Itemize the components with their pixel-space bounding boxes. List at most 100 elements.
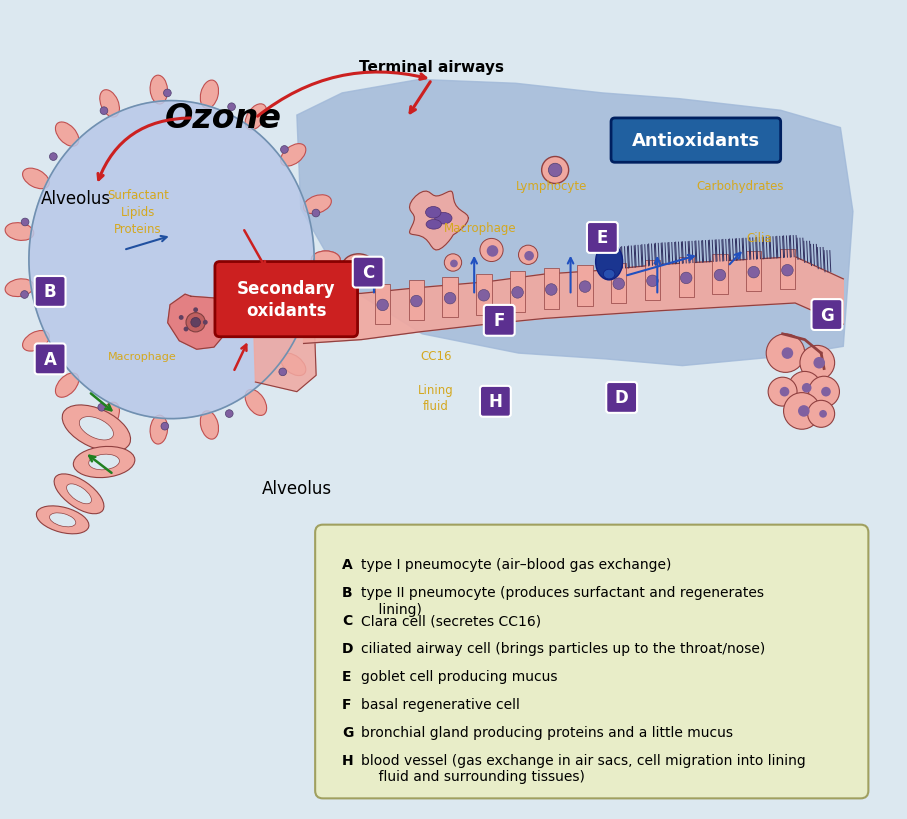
Ellipse shape [54, 474, 104, 514]
Ellipse shape [596, 244, 622, 281]
Circle shape [183, 328, 189, 332]
Bar [611, 263, 627, 304]
Circle shape [50, 153, 57, 161]
Ellipse shape [89, 455, 120, 470]
FancyBboxPatch shape [606, 382, 637, 414]
Circle shape [21, 219, 29, 227]
Bar [746, 251, 761, 292]
Text: Alveolus: Alveolus [262, 479, 332, 497]
Circle shape [680, 273, 692, 284]
Circle shape [809, 377, 840, 408]
Ellipse shape [55, 373, 79, 398]
Text: bronchial gland producing proteins and a little mucus: bronchial gland producing proteins and a… [361, 726, 734, 740]
Circle shape [580, 282, 590, 293]
Text: Ozone: Ozone [165, 102, 282, 135]
Circle shape [802, 383, 812, 393]
Circle shape [100, 107, 108, 115]
Bar [645, 260, 660, 301]
Text: A: A [342, 558, 353, 572]
Circle shape [768, 378, 797, 406]
Circle shape [780, 387, 789, 397]
Ellipse shape [23, 331, 49, 351]
Ellipse shape [311, 251, 340, 269]
Circle shape [179, 315, 183, 320]
FancyBboxPatch shape [587, 223, 618, 254]
Circle shape [798, 405, 810, 417]
Polygon shape [252, 274, 317, 392]
Circle shape [512, 287, 523, 299]
Text: CC16: CC16 [420, 350, 452, 363]
Bar [510, 272, 525, 312]
Circle shape [376, 300, 388, 311]
Text: G: G [342, 726, 354, 740]
Text: Secondary
oxidants: Secondary oxidants [237, 279, 336, 320]
Circle shape [478, 290, 490, 301]
Circle shape [343, 303, 355, 314]
Bar [341, 287, 356, 328]
Text: E: E [597, 229, 608, 247]
Polygon shape [168, 295, 231, 350]
FancyBboxPatch shape [483, 305, 514, 337]
Circle shape [98, 404, 105, 412]
Circle shape [161, 423, 169, 431]
Text: goblet cell producing mucus: goblet cell producing mucus [361, 669, 558, 683]
Circle shape [613, 278, 625, 290]
Ellipse shape [150, 76, 168, 105]
Circle shape [766, 334, 805, 373]
Ellipse shape [5, 279, 34, 297]
Text: C: C [342, 613, 353, 627]
Text: A: A [44, 351, 56, 369]
FancyBboxPatch shape [611, 119, 781, 163]
Text: ciliated airway cell (brings particles up to the throat/nose): ciliated airway cell (brings particles u… [361, 641, 766, 655]
Polygon shape [304, 257, 844, 344]
Ellipse shape [426, 220, 442, 230]
Bar [476, 274, 492, 315]
Circle shape [784, 393, 820, 430]
Circle shape [411, 296, 422, 307]
Ellipse shape [100, 91, 120, 118]
Ellipse shape [100, 403, 120, 430]
Ellipse shape [311, 251, 340, 269]
Text: E: E [342, 669, 352, 683]
Circle shape [748, 267, 759, 278]
Text: H: H [342, 753, 354, 767]
Circle shape [444, 293, 456, 305]
Text: type I pneumocyte (air–blood gas exchange): type I pneumocyte (air–blood gas exchang… [361, 558, 672, 572]
FancyBboxPatch shape [34, 344, 65, 375]
Circle shape [807, 400, 834, 428]
Text: Clara cell (secretes CC16): Clara cell (secretes CC16) [361, 613, 541, 627]
Ellipse shape [280, 354, 306, 376]
Text: G: G [820, 306, 834, 324]
Circle shape [311, 305, 319, 314]
Circle shape [782, 265, 794, 277]
Text: Lining
fluid: Lining fluid [418, 383, 454, 413]
Text: F: F [493, 312, 505, 330]
Circle shape [714, 270, 726, 282]
Circle shape [226, 410, 233, 418]
Ellipse shape [245, 390, 267, 416]
Bar [678, 257, 694, 298]
Circle shape [190, 318, 200, 328]
Text: D: D [342, 641, 354, 655]
Ellipse shape [352, 262, 365, 273]
Ellipse shape [36, 506, 89, 534]
Ellipse shape [603, 270, 615, 279]
Text: Macrophage: Macrophage [108, 351, 177, 361]
Text: B: B [342, 586, 353, 600]
Ellipse shape [425, 207, 441, 219]
Text: C: C [362, 264, 375, 282]
Ellipse shape [55, 123, 79, 147]
FancyBboxPatch shape [812, 300, 843, 331]
Circle shape [21, 292, 28, 299]
Ellipse shape [304, 196, 331, 215]
Text: blood vessel (gas exchange in air sacs, cell migration into lining
    fluid and: blood vessel (gas exchange in air sacs, … [361, 753, 806, 783]
FancyBboxPatch shape [215, 262, 357, 337]
Ellipse shape [304, 306, 331, 325]
Ellipse shape [200, 411, 219, 440]
Ellipse shape [434, 213, 452, 224]
Ellipse shape [280, 144, 306, 167]
Text: Lymphocyte: Lymphocyte [515, 179, 587, 192]
Circle shape [48, 357, 55, 364]
Circle shape [819, 410, 827, 419]
Circle shape [480, 239, 503, 262]
